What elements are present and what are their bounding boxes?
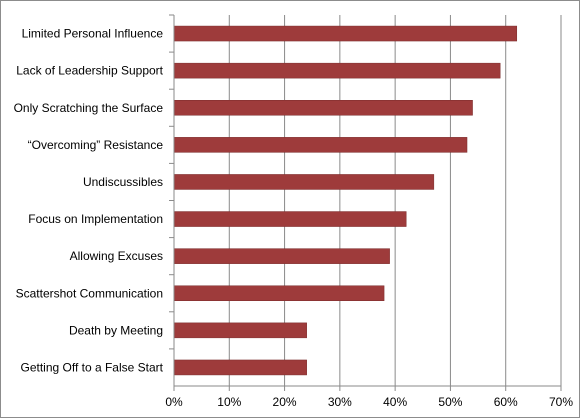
bars xyxy=(173,25,518,376)
category-label: Getting Off to a False Start xyxy=(20,360,163,374)
category-label: Scattershot Communication xyxy=(16,286,163,300)
bar xyxy=(173,211,407,227)
bar xyxy=(173,359,307,376)
x-tick-label: 50% xyxy=(438,395,462,409)
x-tick-label: 0% xyxy=(165,395,183,409)
category-label: Limited Personal Influence xyxy=(22,27,164,41)
category-label: Lack of Leadership Support xyxy=(16,64,163,78)
category-label: Undiscussibles xyxy=(83,175,163,189)
bar xyxy=(173,174,435,190)
category-label: Only Scratching the Surface xyxy=(14,101,164,115)
category-labels: Limited Personal Influence Lack of Leader… xyxy=(14,27,164,375)
x-tick-label: 10% xyxy=(217,395,241,409)
bar xyxy=(173,137,468,153)
bar xyxy=(173,100,473,116)
x-tick-label: 60% xyxy=(494,395,518,409)
x-tick-label: 30% xyxy=(328,395,352,409)
bar xyxy=(173,248,390,264)
category-label: Focus on Implementation xyxy=(28,212,163,226)
category-label: Allowing Excuses xyxy=(70,249,163,263)
bar xyxy=(173,25,518,42)
bar xyxy=(173,322,307,339)
x-tick-label: 70% xyxy=(549,395,573,409)
category-label: Death by Meeting xyxy=(69,323,163,337)
bar xyxy=(173,62,501,79)
x-tick-label: 40% xyxy=(383,395,407,409)
bar xyxy=(173,285,385,301)
x-tick-label: 20% xyxy=(273,395,297,409)
x-tick-labels: 0% 10% 20% 30% 40% 50% 60% 70% xyxy=(165,395,573,409)
category-label: “Overcoming” Resistance xyxy=(28,138,164,152)
